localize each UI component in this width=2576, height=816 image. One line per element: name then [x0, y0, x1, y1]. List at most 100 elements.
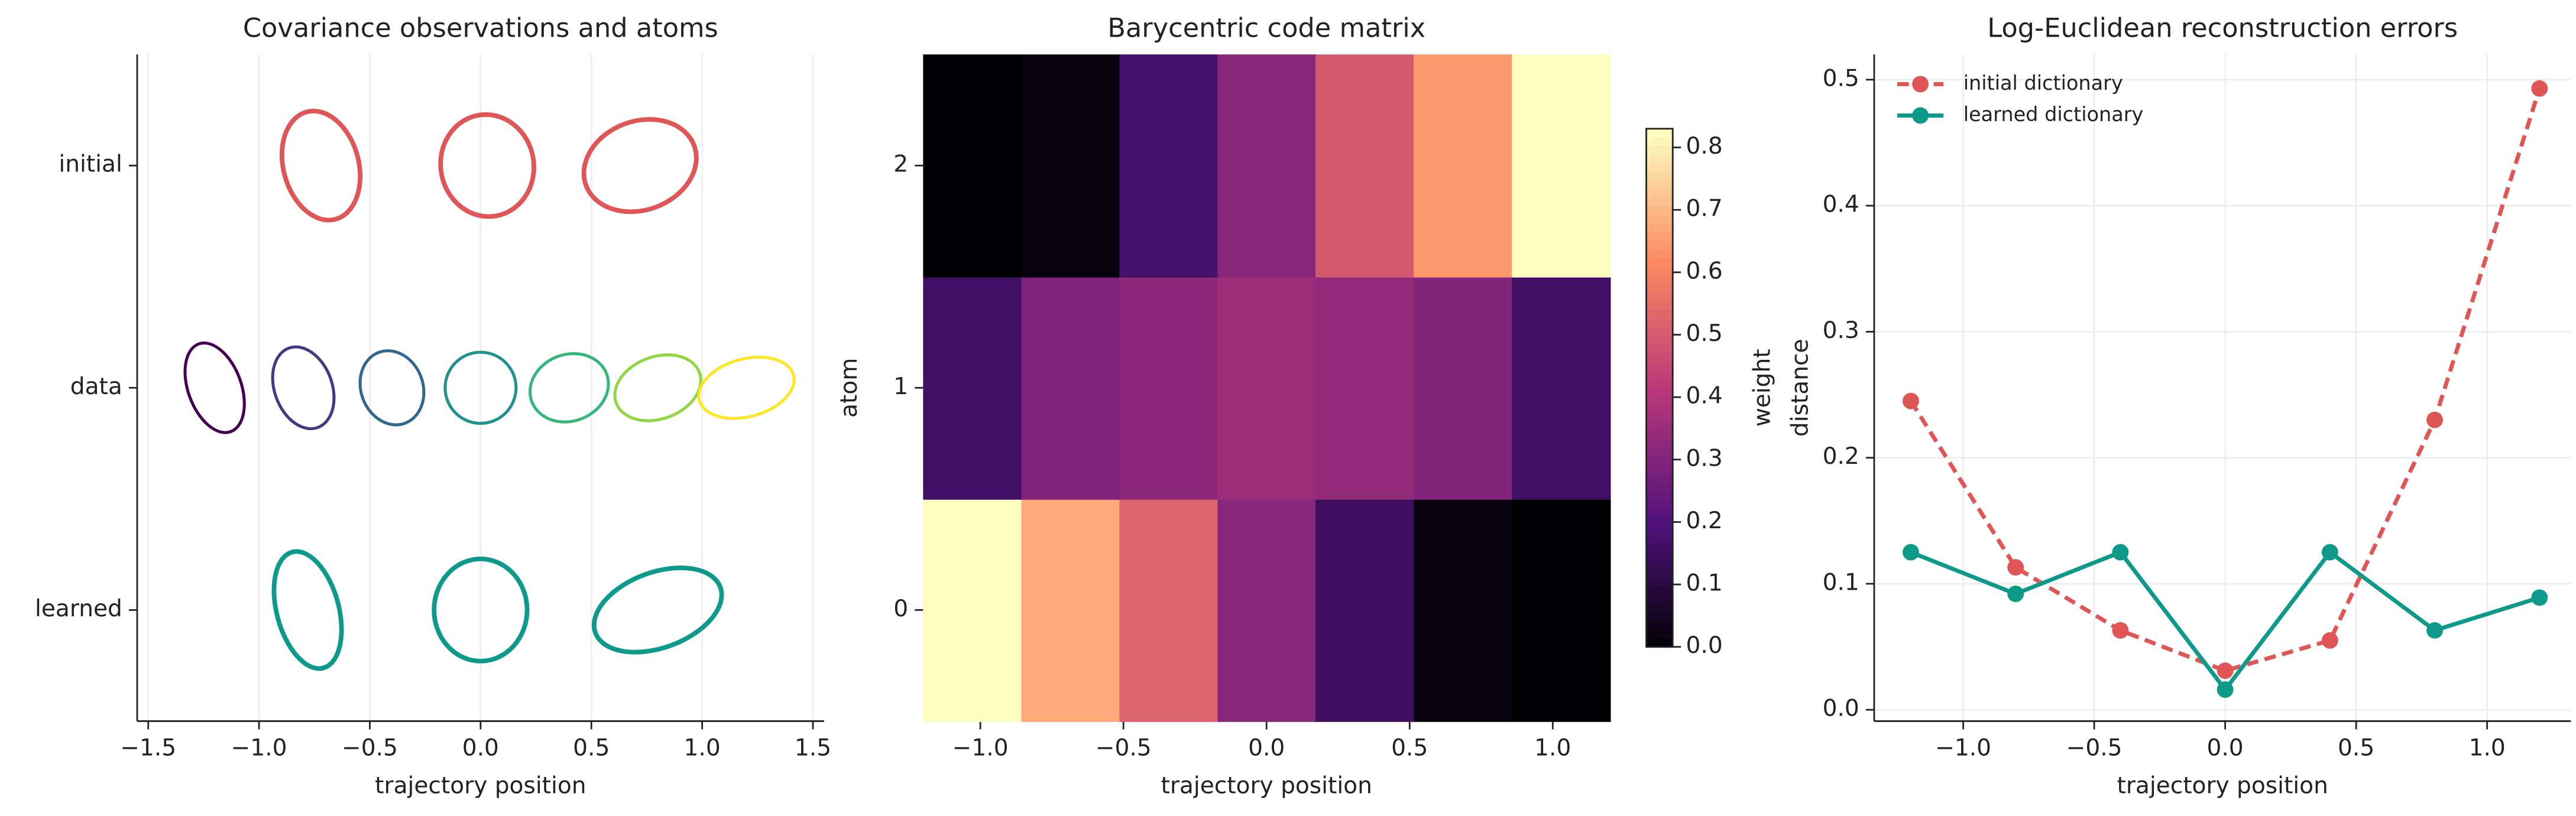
data-point	[2007, 586, 2024, 602]
covariance-ellipse	[183, 341, 246, 434]
heatmap-cell	[1414, 277, 1513, 500]
colorbar-segment	[1646, 154, 1673, 164]
legend-marker	[1912, 76, 1929, 93]
x-tick-label: −0.5	[2066, 734, 2123, 761]
colorbar-segment	[1646, 180, 1673, 190]
colorbar-segment	[1646, 620, 1673, 630]
covariance-ellipse	[438, 112, 536, 219]
data-point	[2321, 544, 2338, 561]
colorbar-segment	[1646, 517, 1673, 527]
colorbar-segment	[1646, 327, 1673, 337]
x-tick-label: 0.5	[2338, 734, 2374, 761]
heatmap-cell	[923, 499, 1022, 722]
covariance-ellipse	[528, 352, 610, 424]
heatmap-cell	[1217, 54, 1317, 278]
data-point	[2426, 622, 2444, 639]
colorbar-segment	[1646, 171, 1673, 181]
heatmap-cell	[1414, 499, 1513, 722]
colorbar-segment	[1646, 603, 1673, 613]
colorbar-segment	[1646, 258, 1673, 268]
x-tick-label: −1.0	[1935, 734, 1991, 761]
colorbar-tick-label: 0.5	[1686, 320, 1723, 347]
data-point	[2531, 80, 2548, 97]
heatmap-cell	[1512, 54, 1611, 278]
x-tick-label: −1.5	[120, 734, 176, 761]
heatmap-cell	[1217, 499, 1317, 722]
heatmap-cell	[923, 277, 1022, 500]
colorbar-label: weight	[1749, 349, 1775, 427]
legend-label: learned dictionary	[1963, 103, 2144, 126]
colorbar-segment	[1646, 128, 1673, 138]
y-axis-label: distance	[1787, 339, 1814, 437]
colorbar-segment	[1646, 336, 1673, 346]
x-tick-label: 1.0	[1534, 734, 1571, 761]
colorbar-segment	[1646, 344, 1673, 355]
chart-title: Barycentric code matrix	[1107, 12, 1425, 43]
y-tick-label: data	[70, 373, 122, 400]
colorbar-segment	[1646, 301, 1673, 311]
colorbar-segment	[1646, 483, 1673, 493]
covariance-ellipse	[271, 345, 336, 430]
colorbar-segment	[1646, 638, 1673, 648]
data-point	[2426, 411, 2444, 428]
heatmap-cell	[1414, 54, 1513, 278]
legend-marker	[1912, 107, 1929, 124]
colorbar-segment	[1646, 569, 1673, 579]
colorbar-segment	[1646, 353, 1673, 363]
y-tick-label: 0.2	[1823, 443, 1859, 470]
legend-label: initial dictionary	[1963, 71, 2123, 95]
heatmap-cell	[1119, 54, 1219, 278]
x-tick-label: 0.5	[1391, 734, 1428, 761]
colorbar-segment	[1646, 465, 1673, 475]
colorbar-segment	[1646, 500, 1673, 510]
x-tick-label: 0.5	[573, 734, 610, 761]
x-tick-label: 0.0	[1248, 734, 1285, 761]
colorbar-segment	[1646, 379, 1673, 389]
x-tick-label: 1.0	[684, 734, 721, 761]
colorbar-tick-label: 0.8	[1686, 133, 1723, 160]
heatmap-cell	[1315, 54, 1415, 278]
x-axis-label: trajectory position	[375, 773, 586, 799]
covariance-ellipse	[697, 355, 796, 420]
colorbar-segment	[1646, 551, 1673, 561]
colorbar-tick-label: 0.2	[1686, 508, 1723, 534]
heatmap-cell	[1512, 277, 1611, 500]
colorbar-segment	[1646, 362, 1673, 372]
x-axis-label: trajectory position	[1161, 773, 1372, 799]
colorbar-segment	[1646, 388, 1673, 398]
data-point	[2321, 632, 2338, 649]
covariance-ellipse	[432, 556, 530, 664]
data-point	[1902, 544, 1919, 561]
heatmap-cell	[1217, 277, 1317, 500]
covariance-ellipse	[358, 349, 426, 427]
colorbar-segment	[1646, 526, 1673, 536]
y-tick-label: 0.1	[1823, 569, 1859, 596]
colorbar-segment	[1646, 137, 1673, 147]
x-tick-label: −0.5	[342, 734, 398, 761]
y-tick-label: 2	[893, 151, 908, 178]
heatmap-cell	[1315, 277, 1415, 500]
heatmap-cell	[1021, 499, 1120, 722]
y-tick-label: 1	[893, 373, 908, 400]
heatmap-cell	[1512, 499, 1611, 722]
colorbar-segment	[1646, 474, 1673, 484]
colorbar-segment	[1646, 422, 1673, 432]
colorbar-segment	[1646, 206, 1673, 216]
colorbar-segment	[1646, 629, 1673, 639]
colorbar-segment	[1646, 534, 1673, 544]
colorbar-segment	[1646, 439, 1673, 449]
data-point	[1902, 392, 1919, 409]
colorbar-segment	[1646, 146, 1673, 156]
y-tick-label: 0.3	[1823, 317, 1859, 344]
covariance-ellipse	[581, 117, 699, 214]
colorbar-segment	[1646, 370, 1673, 381]
data-point	[2112, 622, 2129, 639]
data-point	[2112, 544, 2129, 561]
colorbar-segment	[1646, 266, 1673, 277]
x-tick-label: 0.0	[2207, 734, 2244, 761]
colorbar-frame	[1645, 128, 1674, 648]
x-tick-label: −1.0	[231, 734, 287, 761]
data-point	[2007, 559, 2024, 576]
y-tick-label: 0.0	[1823, 695, 1859, 722]
chart-title: Covariance observations and atoms	[243, 12, 718, 43]
